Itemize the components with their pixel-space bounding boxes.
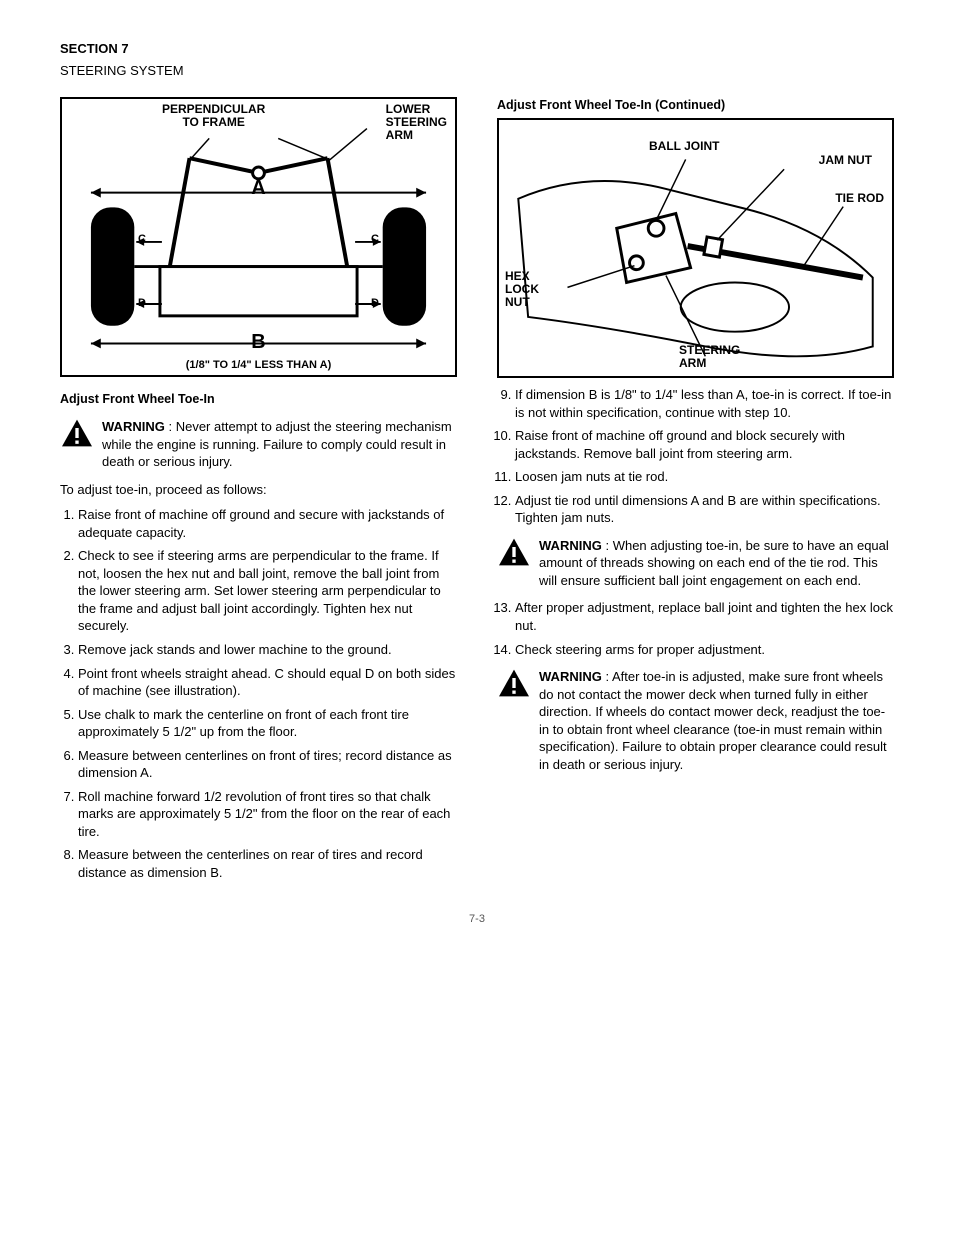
step-11: Loosen jam nuts at tie rod. (515, 468, 894, 486)
step-7: Roll machine forward 1/2 revolution of f… (78, 788, 457, 841)
label-steering-arm: STEERING ARM (679, 344, 740, 370)
warning-text-2: WARNING : When adjusting toe-in, be sure… (539, 537, 894, 590)
step-5: Use chalk to mark the centerline on fron… (78, 706, 457, 741)
warning-icon (497, 668, 531, 703)
warning-text-3: WARNING : After toe-in is adjusted, make… (539, 668, 894, 773)
adjust-steps-9-12: If dimension B is 1/8" to 1/4" less than… (497, 386, 894, 527)
label-ball-joint: BALL JOINT (649, 140, 719, 153)
adjust-intro: To adjust toe-in, proceed as follows: (60, 481, 457, 499)
diagram-front-axle: PERPENDICULAR TO FRAME LOWER STEERING AR… (60, 97, 457, 377)
label-perpendicular: PERPENDICULAR TO FRAME (162, 103, 265, 129)
warning-block-3: WARNING : After toe-in is adjusted, make… (497, 668, 894, 773)
page-header: SECTION 7 STEERING SYSTEM (60, 40, 894, 79)
warning-icon (497, 537, 531, 572)
adjust-steps-1-8: Raise front of machine off ground and se… (60, 506, 457, 881)
page-footer: 7-3 (60, 912, 894, 927)
label-c-right: C (371, 233, 379, 245)
section-label: SECTION 7 (60, 40, 894, 58)
figure-toe-in-diagram: PERPENDICULAR TO FRAME LOWER STEERING AR… (60, 97, 457, 377)
continue-heading: Adjust Front Wheel Toe-In (Continued) (497, 97, 894, 114)
step-10: Raise front of machine off ground and bl… (515, 427, 894, 462)
step-14: Check steering arms for proper adjustmen… (515, 641, 894, 659)
label-lower-steering-arm: LOWER STEERING ARM (386, 103, 447, 143)
section-title: STEERING SYSTEM (60, 62, 894, 80)
step-9: If dimension B is 1/8" to 1/4" less than… (515, 386, 894, 421)
step-12: Adjust tie rod until dimensions A and B … (515, 492, 894, 527)
label-tie-rod: TIE ROD (835, 192, 884, 205)
label-d-right: D (371, 297, 379, 309)
warning-block-2: WARNING : When adjusting toe-in, be sure… (497, 537, 894, 590)
step-8: Measure between the centerlines on rear … (78, 846, 457, 881)
warning-block-1: WARNING : Never attempt to adjust the st… (60, 418, 457, 471)
step-1: Raise front of machine off ground and se… (78, 506, 457, 541)
warning3-title: WARNING (539, 669, 602, 684)
diagram-tie-rod: BALL JOINT JAM NUT TIE ROD HEX LOCK NUT … (497, 118, 894, 378)
adjust-heading: Adjust Front Wheel Toe-In (60, 391, 457, 408)
label-d-left: D (138, 297, 146, 309)
label-c-left: C (138, 233, 146, 245)
two-column-layout: PERPENDICULAR TO FRAME LOWER STEERING AR… (60, 97, 894, 887)
step-4: Point front wheels straight ahead. C sho… (78, 665, 457, 700)
figure-tie-rod: BALL JOINT JAM NUT TIE ROD HEX LOCK NUT … (497, 118, 894, 378)
label-jam-nut: JAM NUT (819, 154, 872, 167)
right-column: Adjust Front Wheel Toe-In (Continued) (497, 97, 894, 887)
step-6: Measure between centerlines on front of … (78, 747, 457, 782)
step-2: Check to see if steering arms are perpen… (78, 547, 457, 635)
warning-title: WARNING (102, 419, 165, 434)
label-dim-b: B (251, 331, 265, 353)
label-hex-lock-nut: HEX LOCK NUT (505, 270, 539, 310)
step-13: After proper adjustment, replace ball jo… (515, 599, 894, 634)
warning3-body: After toe-in is adjusted, make sure fron… (539, 669, 887, 772)
warning-icon (60, 418, 94, 453)
adjust-steps-13-14: After proper adjustment, replace ball jo… (497, 599, 894, 658)
warning-text: WARNING : Never attempt to adjust the st… (102, 418, 457, 471)
left-column: PERPENDICULAR TO FRAME LOWER STEERING AR… (60, 97, 457, 887)
step-3: Remove jack stands and lower machine to … (78, 641, 457, 659)
warning2-title: WARNING (539, 538, 602, 553)
label-dim-a: A (251, 177, 265, 199)
label-sub-caption: (1/8" TO 1/4" LESS THAN A) (186, 359, 332, 371)
